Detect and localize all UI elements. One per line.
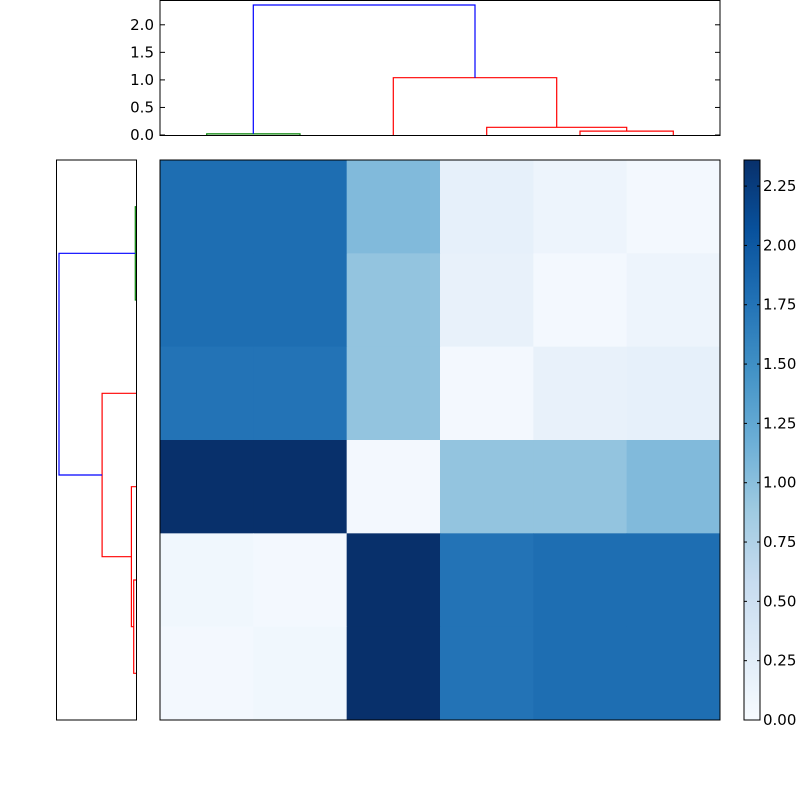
colorbar-tick-label: 1.00 [763, 474, 796, 492]
top-dendrogram-links [206, 4, 674, 135]
heatmap-cell [160, 160, 254, 254]
top-dendrogram-ytick-label: 0.0 [130, 126, 154, 144]
top-dendrogram: 0.0 0.5 1.0 1.5 2.0 [130, 0, 721, 144]
colorbar-tick-label: 0.00 [763, 711, 796, 729]
heatmap-cell [533, 253, 628, 348]
heatmap-cell [253, 626, 348, 721]
heatmap-cell [253, 346, 348, 441]
heatmap-cell [253, 533, 348, 628]
heatmap-cell [533, 533, 628, 628]
heatmap-cell [626, 533, 721, 628]
heatmap-cell [533, 346, 628, 441]
heatmap-cell [160, 533, 254, 628]
heatmap-cell [533, 440, 628, 534]
top-dendrogram-ytick-label: 1.5 [130, 43, 154, 61]
colorbar-tick-label: 0.75 [763, 533, 796, 551]
heatmap-cell [626, 346, 721, 441]
colorbar-axis: 0.00 0.25 0.50 0.75 1.00 1.25 1.50 1.75 2.00 2.25 [744, 177, 796, 729]
distance-heatmap [159, 159, 721, 721]
colorbar-tick-label: 0.25 [763, 652, 796, 670]
heatmap-cell [440, 626, 534, 721]
heatmap-cell [253, 253, 348, 348]
heatmap-cell [440, 440, 534, 534]
heatmap-cell [160, 626, 254, 721]
heatmap-cell [626, 253, 721, 348]
left-dendrogram-links [58, 206, 136, 674]
heatmap-cell [346, 346, 441, 441]
heatmap-cell [533, 160, 628, 254]
colorbar-tick-label: 2.25 [763, 177, 796, 195]
heatmap-cells [160, 160, 721, 721]
left-dendrogram-frame [56, 159, 137, 721]
heatmap-cell [440, 533, 534, 628]
heatmap-cell [346, 533, 441, 628]
left-dendrogram-link-4 [58, 252, 136, 476]
left-dendrogram-link-0 [134, 206, 136, 301]
heatmap-cell [253, 440, 348, 534]
colorbar-tick-label: 1.50 [763, 355, 796, 373]
colorbar-tick-label: 1.25 [763, 414, 796, 432]
heatmap-cell [626, 440, 721, 534]
heatmap-cell [440, 160, 534, 254]
top-dendrogram-y-axis: 0.0 0.5 1.0 1.5 2.0 [130, 16, 720, 144]
heatmap-cell [346, 440, 441, 534]
top-dendrogram-ytick-label: 1.0 [130, 71, 154, 89]
colorbar-tick-label: 0.50 [763, 592, 796, 610]
heatmap-cell [533, 626, 628, 721]
heatmap-cell [626, 160, 721, 254]
heatmap-cell [440, 346, 534, 441]
top-dendrogram-ytick-label: 0.5 [130, 98, 154, 116]
heatmap-cell [160, 346, 254, 441]
heatmap-cell [160, 440, 254, 534]
heatmap-cell [346, 253, 441, 348]
colorbar-tick-label: 2.00 [763, 236, 796, 254]
heatmap-cell [440, 253, 534, 348]
heatmap-cell [346, 160, 441, 254]
colorbar-frame [743, 159, 761, 721]
heatmap-cell [626, 626, 721, 721]
colorbar: 0.00 0.25 0.50 0.75 1.00 1.25 1.50 1.75 2.00 2.25 [743, 159, 796, 729]
top-dendrogram-link-4 [252, 4, 476, 134]
colorbar-gradient [744, 160, 760, 720]
heatmap-cell [346, 626, 441, 721]
heatmap-frame [159, 159, 721, 721]
heatmap-cell [253, 160, 348, 254]
top-dendrogram-ytick-label: 2.0 [130, 16, 154, 34]
left-dendrogram [56, 159, 137, 721]
colorbar-tick-label: 1.75 [763, 296, 796, 314]
heatmap-cell [160, 253, 254, 348]
top-dendrogram-frame [159, 0, 721, 136]
